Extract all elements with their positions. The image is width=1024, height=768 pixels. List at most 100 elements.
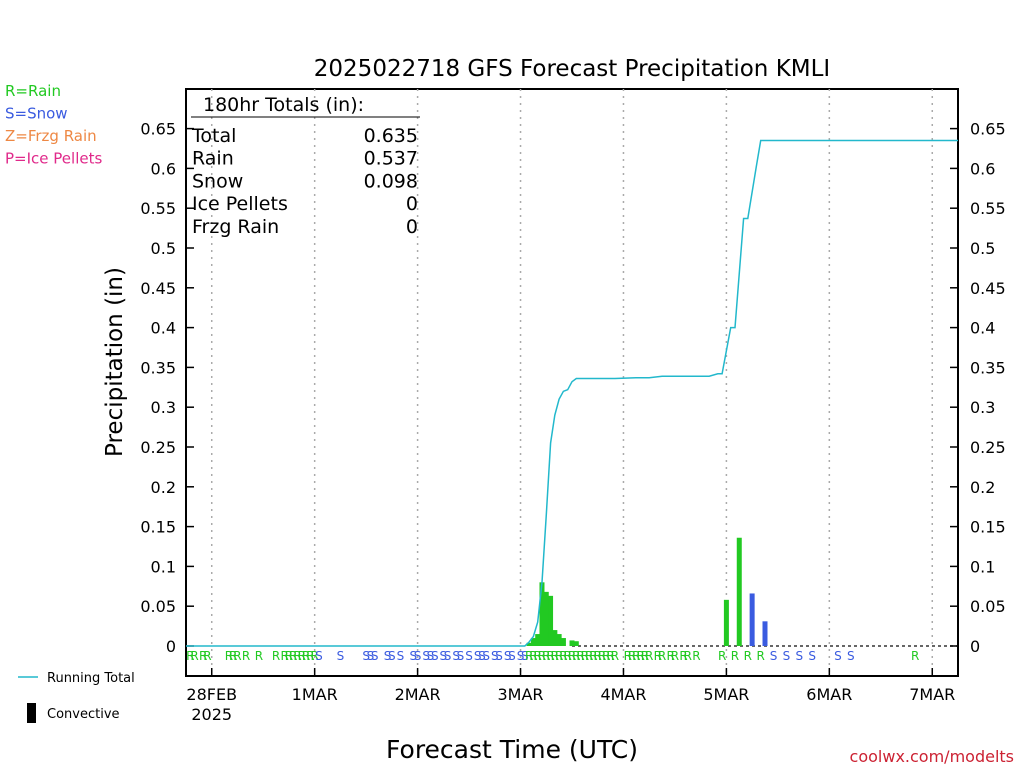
y-tick-label-left-0: 0 (166, 637, 176, 656)
type-mark-71: R (645, 649, 653, 663)
type-mark-73: R (658, 649, 666, 663)
type-mark-86: S (808, 649, 816, 663)
type-mark-77: R (684, 649, 692, 663)
totals-header: 180hr Totals (in): (203, 94, 364, 116)
type-mark-81: R (744, 649, 752, 663)
type-mark-53: R (559, 649, 567, 663)
type-mark-49: R (542, 649, 550, 663)
x-tick-year-label: 2025 (191, 705, 232, 724)
type-mark-31: S (440, 649, 448, 663)
totals-value-2: 0.098 (364, 170, 418, 192)
totals-rows: Total 0.635 Rain 0.537 Snow 0.098 Ice Pellets 0… (191, 125, 418, 238)
type-mark-15: R (302, 649, 310, 663)
type-mark-13: R (293, 649, 301, 663)
type-mark-76: R (679, 649, 687, 663)
type-mark-46: R (529, 649, 537, 663)
type-mark-10: R (280, 649, 288, 663)
running-total-legend-label: Running Total (47, 671, 135, 686)
precip-bar-11 (723, 599, 729, 646)
type-mark-2: R (199, 649, 207, 663)
totals-box: 180hr Totals (in): Total 0.635 Rain 0.537 Sn… (191, 94, 420, 238)
y-tick-label-right-11: 0.55 (970, 199, 1006, 218)
type-mark-5: R (229, 649, 237, 663)
y-tick-label-right-6: 0.3 (970, 398, 995, 417)
type-mark-39: S (491, 649, 499, 663)
y-tick-label-left-6: 0.3 (151, 398, 176, 417)
type-mark-38: S (482, 649, 490, 663)
chart-title: 2025022718 GFS Forecast Precipitation KM… (314, 56, 830, 82)
y-tick-label-right-7: 0.35 (970, 358, 1006, 377)
type-mark-23: S (384, 649, 392, 663)
grid-lines (210, 89, 958, 676)
y-tick-label-right-2: 0.1 (970, 557, 995, 576)
type-mark-65: R (611, 649, 619, 663)
totals-value-0: 0.635 (364, 125, 418, 147)
series-legend: Running Total Convective (18, 671, 135, 723)
y-tick-label-left-4: 0.2 (151, 478, 176, 497)
precip-bar-10 (573, 641, 579, 646)
type-mark-78: R (692, 649, 700, 663)
type-mark-70: R (641, 649, 649, 663)
type-mark-68: R (632, 649, 640, 663)
y-tick-label-right-1: 0.05 (970, 597, 1006, 616)
convective-legend-swatch (27, 703, 36, 723)
type-mark-85: S (795, 649, 803, 663)
type-mark-45: R (525, 649, 533, 663)
y-axis-left: 0 0.05 0.1 0.15 0.2 0.25 0.3 0.35 0.4 0.45 0.5 0.55… (140, 120, 194, 656)
precip-bar-1 (530, 638, 536, 646)
type-mark-24: S (388, 649, 396, 663)
x-tick-label-3: 3MAR (498, 685, 544, 704)
convective-legend-label: Convective (47, 707, 120, 722)
type-mark-44: S (521, 649, 529, 663)
type-mark-79: R (718, 649, 726, 663)
type-mark-22: S (371, 649, 379, 663)
type-mark-30: S (431, 649, 439, 663)
type-mark-87: S (834, 649, 842, 663)
type-mark-4: R (225, 649, 233, 663)
type-mark-69: R (636, 649, 644, 663)
y-tick-label-left-2: 0.1 (151, 557, 176, 576)
type-mark-59: R (585, 649, 593, 663)
precip-type-legend: R=Rain S=Snow Z=Frzg Rain P=Ice Pellets (5, 82, 102, 168)
type-mark-41: S (504, 649, 512, 663)
legend-type-3: P=Ice Pellets (5, 150, 102, 168)
type-mark-42: S (508, 649, 516, 663)
x-tick-label-4: 4MAR (600, 685, 646, 704)
precip-bar-14 (762, 621, 768, 646)
totals-label-1: Rain (192, 148, 234, 170)
plot-frame (185, 88, 959, 677)
precip-bar-0 (526, 642, 532, 646)
source-watermark: coolwx.com/modelts (850, 747, 1014, 766)
type-mark-14: R (298, 649, 306, 663)
type-mark-50: R (546, 649, 554, 663)
precip-bar-7 (556, 634, 562, 646)
type-mark-60: R (589, 649, 597, 663)
type-mark-28: S (422, 649, 430, 663)
type-mark-88: S (847, 649, 855, 663)
x-tick-label-2: 2MAR (395, 685, 441, 704)
type-mark-25: S (397, 649, 405, 663)
y-tick-label-right-5: 0.25 (970, 438, 1006, 457)
legend-type-2: Z=Frzg Rain (5, 127, 97, 145)
precip-bar-3 (539, 582, 545, 646)
type-mark-32: S (444, 649, 452, 663)
y-tick-label-left-3: 0.15 (140, 518, 176, 537)
running-total-line (186, 139, 958, 647)
precip-bar-4 (543, 591, 549, 646)
y-tick-label-left-13: 0.65 (140, 120, 176, 139)
type-mark-36: S (474, 649, 482, 663)
legend-type-0: R=Rain (5, 82, 61, 100)
precip-bar-12 (736, 537, 742, 646)
type-mark-26: S (409, 649, 417, 663)
type-mark-57: R (576, 649, 584, 663)
type-mark-20: S (362, 649, 370, 663)
y-tick-label-right-13: 0.65 (970, 120, 1006, 139)
totals-label-2: Snow (192, 170, 243, 192)
y-axis-label: Precipitation (in) (102, 267, 128, 457)
type-mark-83: S (770, 649, 778, 663)
y-tick-label-right-9: 0.45 (970, 279, 1006, 298)
type-mark-48: R (538, 649, 546, 663)
type-mark-6: R (233, 649, 241, 663)
y-tick-label-left-5: 0.25 (140, 438, 176, 457)
precip-bar-13 (749, 593, 755, 646)
